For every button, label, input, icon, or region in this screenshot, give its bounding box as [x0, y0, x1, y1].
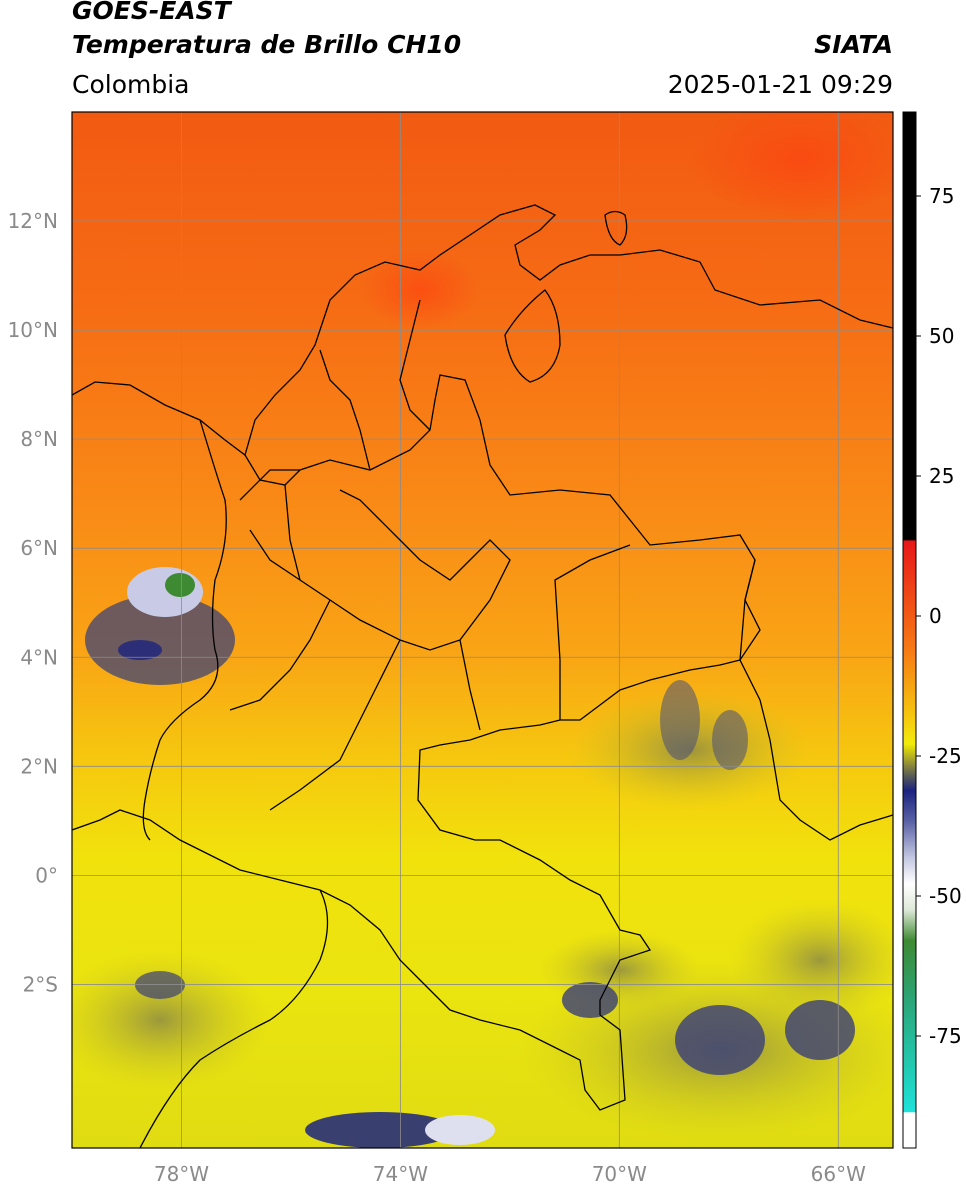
colorbar-tick-label: 25	[929, 464, 954, 488]
caribbean-coastline	[72, 204, 893, 457]
olive-zone	[730, 900, 893, 1020]
latitude-tick-label: 2°N	[20, 754, 58, 778]
satellite-title: GOES-EAST	[72, 0, 231, 25]
organization-label: SIATA	[814, 30, 893, 59]
gridlines	[72, 112, 893, 1148]
latitude-tick-label: 2°S	[23, 972, 58, 996]
region-label: Colombia	[72, 70, 190, 99]
latitude-axis: 12°N 10°N 8°N 6°N 4°N 2°N 0° 2°S	[8, 209, 58, 996]
warm-patch	[360, 250, 480, 330]
island-aruba	[604, 210, 628, 246]
brazil-border	[554, 544, 631, 720]
colorbar-tick-label: 75	[929, 184, 954, 208]
latitude-tick-label: 0°	[35, 863, 58, 887]
latitude-tick-label: 12°N	[8, 209, 58, 233]
borders	[72, 204, 893, 1148]
latitude-tick-label: 10°N	[8, 318, 58, 342]
longitude-axis: 78°W 74°W 70°W 66°W	[154, 1162, 866, 1186]
cold-cloud-tops	[85, 567, 855, 1148]
colorbar-tick-label: -75	[929, 1024, 962, 1048]
colorbar-tick-label: 50	[929, 324, 954, 348]
colorbar-tick-label: -50	[929, 884, 962, 908]
pacific-coast	[142, 419, 227, 841]
colombia-border	[244, 374, 756, 1015]
colorbar: 75 50 25 0 -25 -50 -75	[902, 111, 962, 1149]
colorbar-tick-label: 0	[929, 604, 942, 628]
latitude-tick-label: 8°N	[20, 427, 58, 451]
longitude-tick-label: 78°W	[154, 1162, 209, 1186]
warm-patch	[690, 112, 893, 220]
datetime-label: 2025-01-21 09:29	[667, 70, 893, 99]
inner-divisions	[229, 299, 511, 811]
map-panel	[72, 112, 893, 1148]
colorbar-ticks: 75 50 25 0 -25 -50 -75	[916, 184, 962, 1048]
map-frame	[71, 111, 894, 1149]
product-title: Temperatura de Brillo CH10	[72, 30, 462, 59]
colorbar-tick-label: -25	[929, 744, 962, 768]
longitude-tick-label: 66°W	[811, 1162, 866, 1186]
longitude-tick-label: 74°W	[373, 1162, 428, 1186]
lake-maracaibo	[504, 289, 561, 383]
colorbar-scale	[902, 111, 917, 1149]
ecuador-border	[139, 889, 329, 1148]
latitude-tick-label: 4°N	[20, 645, 58, 669]
peru-border	[72, 809, 626, 1111]
latitude-tick-label: 6°N	[20, 536, 58, 560]
venezuela-border	[739, 559, 893, 841]
longitude-tick-label: 70°W	[592, 1162, 647, 1186]
olive-zone	[72, 950, 270, 1090]
